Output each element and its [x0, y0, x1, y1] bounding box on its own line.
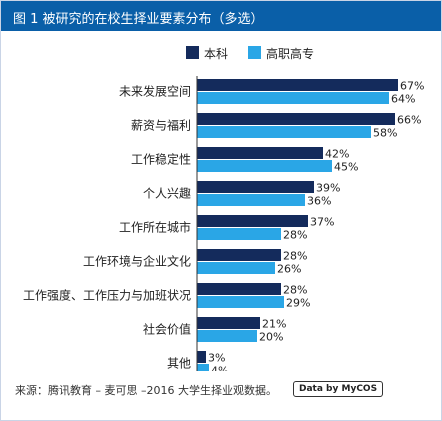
value-label-gaozhi: 64% [391, 93, 415, 106]
bar-benke [197, 181, 314, 193]
bar-gaozhi [197, 160, 332, 172]
mycos-logo: Data by MyCOS [293, 381, 384, 397]
legend-swatch-benke [186, 46, 199, 59]
bar-benke [197, 317, 260, 329]
value-label-benke: 3% [208, 352, 225, 365]
bar-benke [197, 351, 206, 363]
category-label: 工作强度、工作压力与加班状况 [23, 288, 191, 303]
value-label-gaozhi: 29% [286, 297, 310, 310]
value-label-benke: 67% [400, 80, 424, 93]
bar-gaozhi [197, 92, 389, 104]
bar-benke [197, 79, 398, 91]
bar-gaozhi [197, 296, 284, 308]
value-label-benke: 28% [283, 284, 307, 297]
value-label-benke: 28% [283, 250, 307, 263]
category-label: 其他 [167, 357, 191, 371]
value-label-gaozhi: 26% [277, 263, 301, 276]
category-label: 未来发展空间 [119, 84, 191, 99]
value-label-gaozhi: 45% [334, 161, 358, 174]
value-label-benke: 42% [325, 148, 349, 161]
category-label: 工作环境与企业文化 [83, 254, 191, 269]
value-label-gaozhi: 58% [373, 127, 397, 140]
category-label: 社会价值 [143, 322, 191, 337]
category-label: 个人兴趣 [143, 186, 191, 201]
bar-benke [197, 283, 281, 295]
bar-benke [197, 113, 395, 125]
value-label-benke: 21% [262, 318, 286, 331]
value-label-benke: 39% [316, 182, 340, 195]
bar-gaozhi [197, 126, 371, 138]
bar-gaozhi [197, 364, 209, 371]
bar-gaozhi [197, 262, 275, 274]
value-label-gaozhi: 4% [211, 365, 228, 372]
category-label: 工作稳定性 [131, 152, 191, 167]
bar-benke [197, 147, 323, 159]
value-label-benke: 37% [310, 216, 334, 229]
legend-swatch-gaozhi [248, 46, 261, 59]
value-label-gaozhi: 28% [283, 229, 307, 242]
source-note: 来源：腾讯教育 – 麦可思 –2016 大学生择业观数据。 [15, 384, 277, 397]
legend-label-gaozhi: 高职高专 [266, 47, 315, 61]
title-bar: 图 1 被研究的在校生择业要素分布（多选） [1, 1, 441, 31]
category-label: 工作所在城市 [119, 220, 191, 235]
bar-gaozhi [197, 330, 257, 342]
value-label-benke: 66% [397, 114, 421, 127]
bar-chart: 未来发展空间 67%64% 薪资与福利 66%58% 工作稳定性 42%45% 个人兴趣 39… [23, 76, 424, 372]
chart-title: 图 1 被研究的在校生择业要素分布（多选） [13, 12, 264, 27]
bar-benke [197, 215, 308, 227]
category-label: 薪资与福利 [131, 118, 191, 133]
legend-label-benke: 本科 [204, 47, 229, 61]
value-label-gaozhi: 36% [307, 195, 331, 208]
bar-benke [197, 249, 281, 261]
bar-gaozhi [197, 194, 305, 206]
value-label-gaozhi: 20% [259, 331, 283, 344]
bar-gaozhi [197, 228, 281, 240]
